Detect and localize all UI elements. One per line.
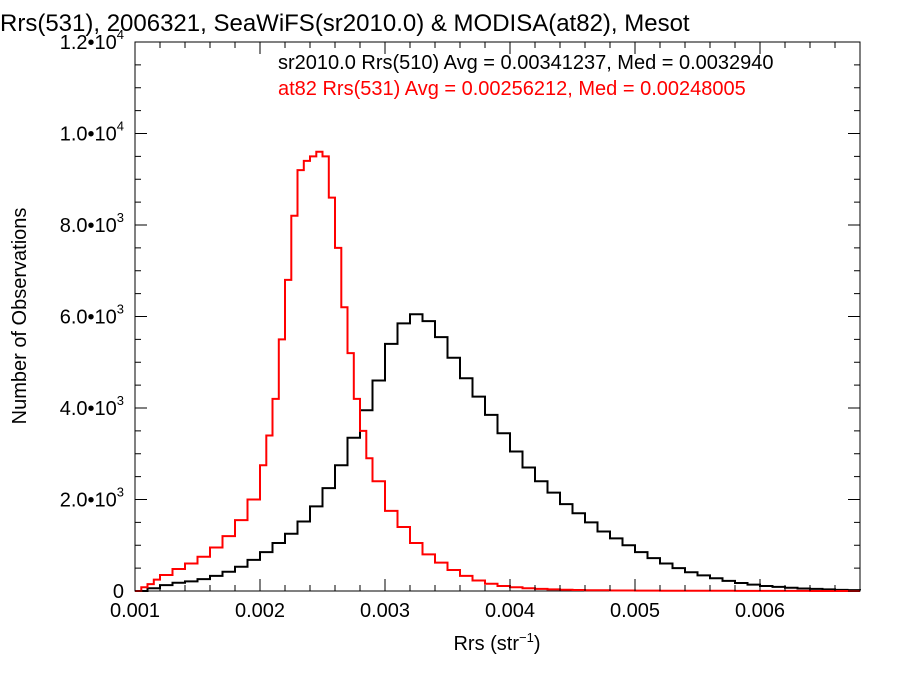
series-layer — [135, 150, 861, 592]
x-axis-label-text: Rrs (str — [453, 633, 519, 655]
x-tick-label: 0.003 — [360, 600, 410, 622]
tick-layer: 0.001 0.002 0.003 0.004 0.005 0.006 0 2.0•103 4.… — [60, 27, 861, 622]
x-tick-label: 0.004 — [485, 600, 535, 622]
y-tick-label: 1.2•104 — [60, 27, 124, 54]
x-axis-label: Rrs (str−1) — [453, 630, 540, 655]
x-tick-label: 0.002 — [235, 600, 285, 622]
y-tick-label: 4.0•103 — [60, 393, 124, 420]
series-0-line — [135, 313, 861, 592]
annotation-layer: sr2010.0 Rrs(510) Avg = 0.00341237, Med … — [278, 52, 774, 100]
y-tick-label: 8.0•103 — [60, 210, 124, 237]
y-tick-label: 2.0•103 — [60, 485, 124, 512]
y-tick-label: 6.0•103 — [60, 302, 124, 329]
x-tick-label: 0.006 — [735, 600, 785, 622]
series-1-line — [135, 150, 860, 592]
x-axis-label-sup: −1 — [519, 630, 534, 645]
x-axis-label-close: ) — [534, 633, 541, 655]
annotation-0: sr2010.0 Rrs(510) Avg = 0.00341237, Med … — [278, 52, 774, 74]
plot-area: 0.001 0.002 0.003 0.004 0.005 0.006 0 2.0•103 4.… — [60, 27, 861, 622]
chart-title: Rrs(531), 2006321, SeaWiFS(sr2010.0) & M… — [0, 10, 690, 37]
x-tick-label: 0.001 — [110, 600, 160, 622]
x-tick-label: 0.005 — [610, 600, 660, 622]
y-tick-label: 0 — [113, 581, 124, 603]
y-tick-label: 1.0•104 — [60, 119, 124, 146]
y-axis-label: Number of Observations — [9, 208, 31, 425]
annotation-1: at82 Rrs(531) Avg = 0.00256212, Med = 0.… — [278, 78, 746, 100]
plot-frame — [134, 41, 861, 592]
